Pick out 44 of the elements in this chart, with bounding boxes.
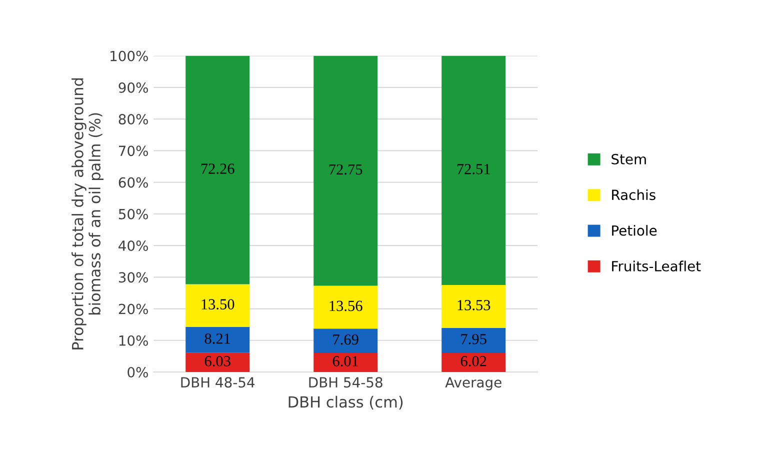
y-tick-label: 10% bbox=[119, 335, 148, 346]
data-label: 7.69 bbox=[333, 334, 358, 345]
y-tick-label: 60% bbox=[118, 177, 148, 188]
data-label: 13.53 bbox=[458, 300, 490, 310]
y-tick-label: 90% bbox=[118, 82, 148, 93]
bar bbox=[186, 352, 250, 372]
bar bbox=[314, 328, 378, 353]
x-tick-label: DBH 54-58 bbox=[309, 377, 382, 388]
data-label: 8.21 bbox=[204, 333, 230, 344]
data-label: 72.75 bbox=[329, 164, 362, 175]
legend-label: Rachis bbox=[612, 189, 656, 200]
y-tick-label: 70% bbox=[119, 146, 148, 156]
legend-label: Stem bbox=[612, 154, 646, 164]
data-label: 6.01 bbox=[332, 356, 358, 366]
bar bbox=[314, 352, 378, 372]
bar bbox=[186, 284, 250, 327]
y-tick-label: 100% bbox=[110, 50, 148, 62]
x-axis-title: DBH class (cm) bbox=[288, 396, 403, 410]
legend-label: Fruits-Leaflet bbox=[612, 260, 701, 272]
y-tick-label: 40% bbox=[118, 240, 148, 251]
bar bbox=[442, 56, 506, 286]
bar bbox=[186, 326, 250, 353]
bar bbox=[442, 328, 506, 353]
data-label: 72.26 bbox=[201, 164, 234, 174]
data-label: 13.50 bbox=[202, 299, 234, 310]
bar bbox=[314, 56, 378, 286]
y-tick-label: 50% bbox=[118, 208, 148, 220]
y-tick-label: 30% bbox=[118, 272, 148, 283]
y-tick-label: 20% bbox=[118, 304, 148, 314]
data-label: 7.95 bbox=[461, 334, 486, 344]
bar bbox=[314, 286, 378, 329]
x-tick-label: Average bbox=[445, 377, 502, 390]
x-tick-label: DBH 48-54 bbox=[181, 377, 255, 388]
bar bbox=[186, 56, 250, 284]
data-label: 6.02 bbox=[460, 356, 486, 366]
y-tick-label: 0% bbox=[128, 366, 148, 378]
bar bbox=[442, 352, 506, 372]
bar bbox=[442, 285, 506, 328]
data-label: 13.56 bbox=[330, 300, 362, 312]
data-label: 6.03 bbox=[204, 356, 230, 366]
legend-label: Petiole bbox=[612, 225, 657, 236]
data-label: 72.51 bbox=[457, 164, 490, 174]
y-tick-label: 80% bbox=[118, 114, 148, 125]
y-axis-title: Proportion of total dry aboveground biomass of an oil palm (%) bbox=[72, 78, 104, 350]
